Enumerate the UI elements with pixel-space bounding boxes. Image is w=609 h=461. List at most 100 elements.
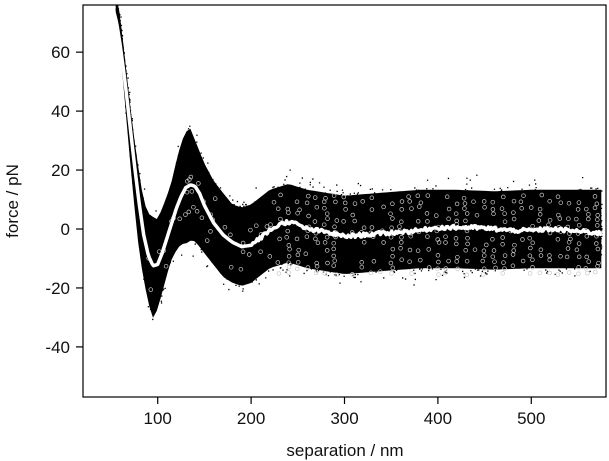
binned-circle	[334, 272, 339, 277]
binned-circle	[188, 174, 194, 180]
binned-circle	[596, 260, 601, 266]
binned-circle	[566, 216, 571, 221]
binned-circle	[464, 258, 470, 264]
binned-circle	[527, 271, 533, 276]
binned-circle	[586, 259, 591, 264]
binned-circle	[454, 259, 459, 264]
binned-circle	[304, 234, 310, 239]
binned-circle	[461, 195, 467, 201]
binned-circle	[595, 246, 601, 252]
binned-circle	[462, 201, 468, 206]
binned-circle	[454, 241, 459, 247]
binned-circle	[528, 245, 533, 251]
binned-circle	[331, 240, 336, 246]
binned-circle	[584, 254, 589, 260]
binned-circle	[342, 200, 348, 206]
binned-circle	[313, 236, 318, 242]
raw-data-points	[115, 5, 603, 321]
binned-circle	[443, 240, 448, 245]
y-tick-label: -40	[45, 338, 70, 357]
binned-circle	[490, 254, 496, 259]
binned-circle	[332, 258, 337, 263]
binned-circle	[314, 264, 320, 269]
binned-circle	[352, 218, 357, 224]
binned-circle	[537, 206, 543, 212]
binned-circle	[462, 206, 467, 211]
binned-circle	[500, 242, 505, 247]
binned-circle	[537, 270, 543, 276]
binned-circle	[369, 195, 375, 201]
binned-circle	[331, 193, 337, 198]
binned-circle	[208, 229, 213, 234]
binned-circle	[511, 216, 517, 222]
binned-circle	[537, 212, 543, 217]
binned-circle	[286, 254, 292, 259]
binned-circle	[306, 213, 311, 219]
binned-circle	[304, 200, 310, 206]
binned-circle	[482, 253, 487, 258]
binned-circle	[148, 287, 154, 292]
binned-circle	[285, 228, 290, 234]
binned-circle	[399, 199, 405, 204]
mean-force-curve	[111, 6, 603, 268]
binned-circle	[564, 254, 570, 260]
binned-circle	[196, 181, 201, 186]
binned-circle	[324, 211, 330, 216]
binned-circle	[409, 206, 414, 211]
binned-circle	[434, 213, 439, 218]
binned-circle	[361, 240, 367, 245]
binned-circle	[536, 218, 542, 223]
binned-circle	[398, 246, 403, 251]
binned-circle	[510, 263, 516, 269]
binned-circle	[426, 265, 432, 270]
binned-circle	[501, 194, 506, 200]
binned-circle	[502, 253, 508, 258]
binned-circle	[199, 215, 205, 221]
binned-circle	[511, 248, 516, 253]
binned-circle	[465, 235, 470, 241]
binned-circle	[325, 216, 330, 221]
binned-circle	[436, 272, 441, 277]
binned-circle	[527, 253, 533, 258]
binned-circle	[585, 270, 590, 276]
binned-circle	[408, 233, 413, 239]
binned-circle	[464, 211, 470, 216]
binned-circle	[576, 200, 582, 205]
binned-circle	[286, 260, 291, 265]
binned-circle	[484, 242, 489, 248]
binned-circle	[296, 247, 301, 253]
binned-circle	[295, 252, 301, 258]
binned-circle	[295, 210, 300, 216]
binned-circle	[538, 253, 544, 258]
binned-circle	[565, 246, 571, 251]
binned-circle	[388, 260, 394, 266]
binned-circle	[406, 194, 411, 199]
y-tick-label: 20	[51, 161, 70, 180]
binned-circle	[463, 248, 468, 253]
binned-circle	[555, 194, 561, 200]
binned-circle	[454, 201, 460, 207]
binned-circle	[425, 219, 430, 224]
binned-circle	[435, 253, 441, 258]
binned-circle	[297, 207, 302, 213]
binned-circle	[276, 271, 282, 276]
binned-circle	[538, 247, 544, 253]
raw-points-scatter	[115, 5, 603, 321]
binned-circle	[528, 205, 534, 210]
binned-circle	[592, 194, 598, 199]
binned-circle	[331, 263, 336, 268]
binned-circle	[399, 235, 404, 240]
y-tick-label: 40	[51, 102, 70, 121]
binned-circle	[481, 266, 487, 272]
binned-circle	[502, 219, 508, 224]
x-tick-label: 100	[144, 409, 172, 428]
y-tick-label: 0	[61, 220, 70, 239]
binned-circle	[388, 211, 393, 216]
binned-circle	[390, 246, 396, 252]
binned-circle	[322, 205, 327, 211]
binned-circle	[491, 211, 496, 217]
binned-circle	[472, 247, 478, 252]
binned-circle	[511, 198, 517, 204]
binned-circle	[258, 249, 263, 254]
x-tick-label: 400	[424, 409, 452, 428]
